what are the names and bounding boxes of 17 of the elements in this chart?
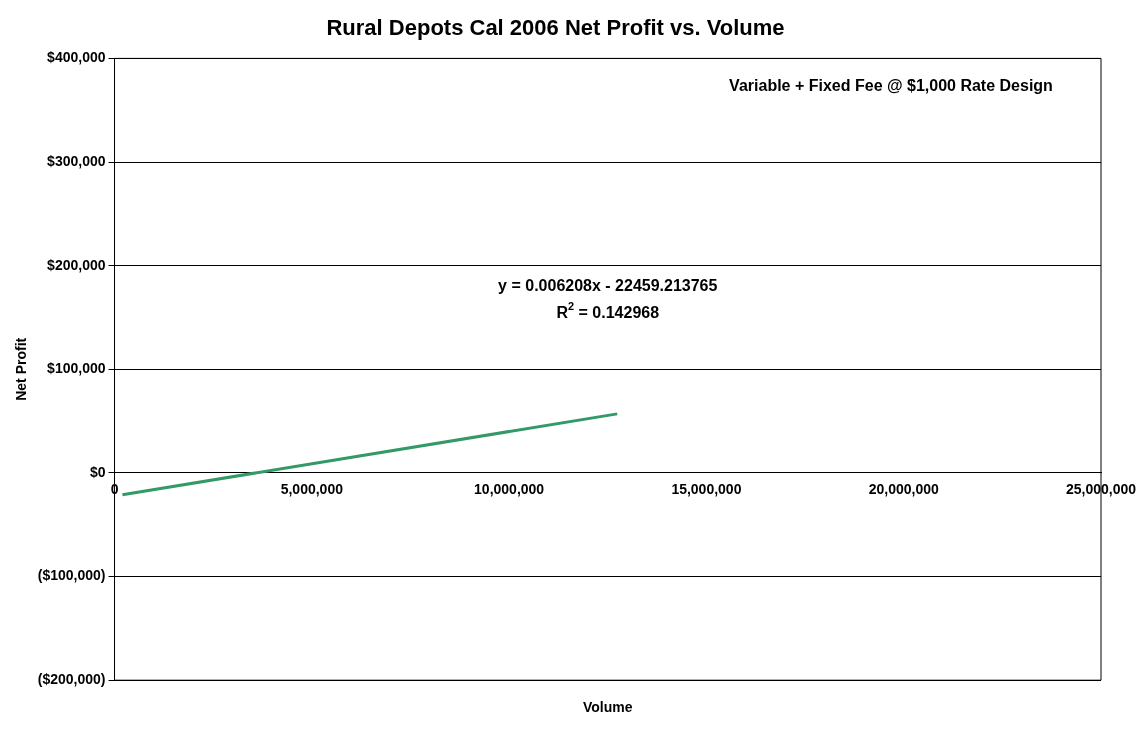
- x-tick-label: 15,000,000: [671, 481, 742, 498]
- x-tick-label: 10,000,000: [474, 481, 545, 498]
- y-tick-label: ($200,000): [37, 671, 106, 688]
- annotation: Variable + Fixed Fee @ $1,000 Rate Design: [729, 76, 1053, 94]
- annotation: y = 0.006208x - 22459.213765: [498, 276, 718, 294]
- y-tick-label: $400,000: [47, 49, 106, 66]
- x-tick-label: 5,000,000: [280, 481, 344, 498]
- chart-title: Rural Depots Cal 2006 Net Profit vs. Volume: [326, 15, 785, 41]
- y-tick-label: ($100,000): [37, 567, 106, 584]
- y-tick-label: $300,000: [47, 152, 106, 169]
- y-axis-title: Net Profit: [13, 337, 30, 401]
- y-tick-label: $200,000: [47, 256, 106, 273]
- y-tick-label: $0: [89, 463, 106, 480]
- y-tick-label: $100,000: [47, 360, 106, 377]
- x-tick-label: 20,000,000: [868, 481, 939, 498]
- x-tick-label: 25,000,000: [1065, 481, 1137, 498]
- x-axis-title: Volume: [582, 699, 633, 716]
